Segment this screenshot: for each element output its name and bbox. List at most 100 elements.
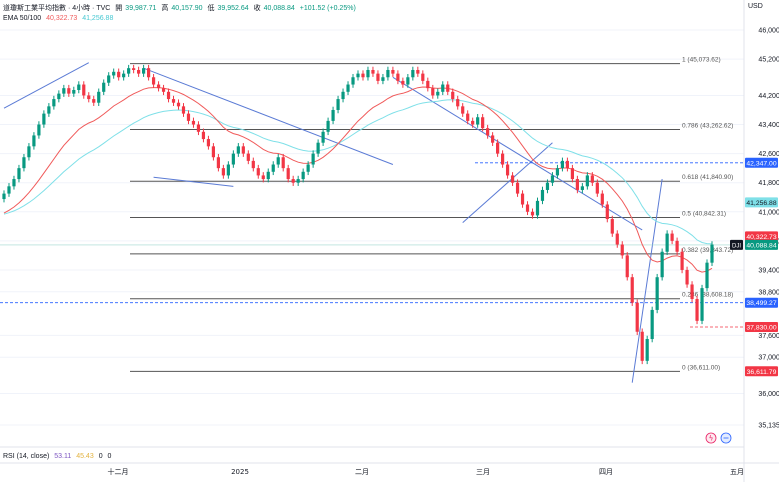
candle-body — [481, 117, 485, 129]
rsi-label: RSI (14, close) — [3, 453, 50, 460]
candle-body — [256, 168, 260, 176]
candle-body — [42, 113, 46, 125]
symbol-header: 道瓊斯工業平均指數 · 4小時 · TVC 開 39,987.71 高 40,157… — [3, 3, 359, 13]
candle-body — [530, 211, 535, 216]
candle-body — [525, 204, 530, 212]
candle-body — [356, 73, 360, 78]
close-value: 40,088.84 — [263, 5, 295, 12]
candle-body — [87, 95, 91, 100]
trendline — [392, 76, 643, 231]
candle-body — [665, 233, 669, 252]
low-value: 39,952.64 — [217, 5, 249, 12]
candle-body — [381, 77, 385, 81]
x-tick-label: 2025 — [231, 468, 249, 476]
currency-label[interactable]: USD — [748, 3, 763, 10]
candle-body — [421, 73, 425, 81]
high-value: 40,157.90 — [171, 5, 203, 12]
candle-body — [286, 168, 290, 180]
candle-body — [72, 89, 76, 94]
fib-level-label: 0 (36,611.00) — [682, 364, 720, 371]
candle-body — [246, 153, 250, 161]
lightning-icon — [705, 432, 717, 444]
price-badge-label: 41,256.88 — [746, 200, 776, 207]
candle-body — [291, 179, 295, 183]
candle-body — [575, 179, 579, 190]
rsi-legend[interactable]: RSI (14, close) 53.11 45.43 0 0 — [3, 453, 114, 460]
x-tick-label: 十二月 — [108, 467, 129, 476]
y-tick-label: 37,000.00 — [758, 355, 779, 362]
candle-body — [236, 146, 240, 154]
price-badge-label: 36,611.79 — [747, 369, 777, 376]
candle-body — [331, 109, 335, 121]
candle-body — [142, 68, 146, 74]
y-tick-label: 41,000.00 — [758, 209, 779, 216]
candle-body — [22, 157, 26, 169]
candle-body — [181, 106, 186, 114]
candle-body — [77, 84, 81, 90]
trendlines — [0, 62, 744, 383]
candle-body — [137, 69, 141, 74]
candle-body — [451, 91, 455, 100]
x-tick-label: 五月 — [730, 468, 744, 476]
open-label: 開 — [115, 5, 123, 12]
price-badge — [745, 157, 778, 168]
fib-level-label: 0.5 (40,842.31) — [682, 211, 726, 218]
candle-body — [625, 255, 629, 278]
trendline — [3, 62, 89, 109]
ema-label: EMA 50/100 — [3, 15, 42, 22]
candle-body — [700, 288, 704, 321]
candle-body — [510, 175, 515, 183]
rsi-pane: ϟ — [0, 432, 779, 464]
x-tick-label: 四月 — [599, 468, 613, 476]
candle-body — [431, 88, 435, 96]
candle-body — [226, 164, 230, 176]
fib-level-label: 0.618 (41,840.90) — [682, 174, 733, 181]
candle-body — [366, 69, 370, 78]
candle-body — [166, 91, 171, 100]
rsi-value: 53.11 — [54, 453, 72, 460]
high-label: 高 — [161, 5, 169, 12]
y-tick-label: 39,400.00 — [758, 267, 779, 274]
ema-legend[interactable]: EMA 50/100 40,322.73 41,256.88 — [3, 15, 116, 22]
ema50-value: 40,322.73 — [46, 15, 78, 22]
candle-body — [600, 193, 604, 205]
candle-body — [580, 186, 584, 190]
candle-body — [191, 120, 196, 125]
candle-body — [251, 160, 255, 169]
candle-body — [316, 142, 320, 154]
candle-body — [146, 68, 151, 78]
candle-body — [351, 77, 355, 85]
open-value: 39,987.71 — [125, 5, 157, 12]
candle-body — [27, 146, 31, 158]
price-badge — [745, 239, 778, 250]
candle-body — [391, 69, 395, 74]
candle-body — [695, 299, 699, 321]
candle-body — [57, 93, 61, 100]
candle-body — [186, 113, 191, 121]
candle-body — [306, 164, 310, 172]
candle-body — [486, 128, 490, 136]
candle-body — [151, 77, 156, 85]
low-label: 低 — [207, 5, 215, 12]
candle-body — [171, 99, 176, 103]
time-axis: 十二月 2025 二月 三月 四月 五月 — [108, 467, 745, 476]
candle-body — [515, 182, 520, 194]
grid — [0, 29, 744, 426]
candle-body — [261, 175, 265, 180]
candle-body — [565, 160, 570, 169]
rsi-ma-value: 45.43 — [76, 453, 94, 460]
candle-body — [97, 91, 101, 103]
candle-body — [491, 135, 495, 143]
candle-body — [336, 99, 340, 110]
y-tick-label: 36,000.00 — [758, 391, 779, 398]
candle-body — [176, 102, 181, 107]
rsi-zero-1: 0 — [98, 453, 103, 460]
candle-body — [221, 168, 225, 176]
y-tick-label: 42,600.00 — [758, 151, 779, 158]
candle-body — [2, 193, 6, 200]
trendline — [631, 178, 663, 383]
candle-body — [605, 204, 609, 220]
candle-body — [426, 80, 430, 89]
candlesticks — [2, 64, 714, 365]
